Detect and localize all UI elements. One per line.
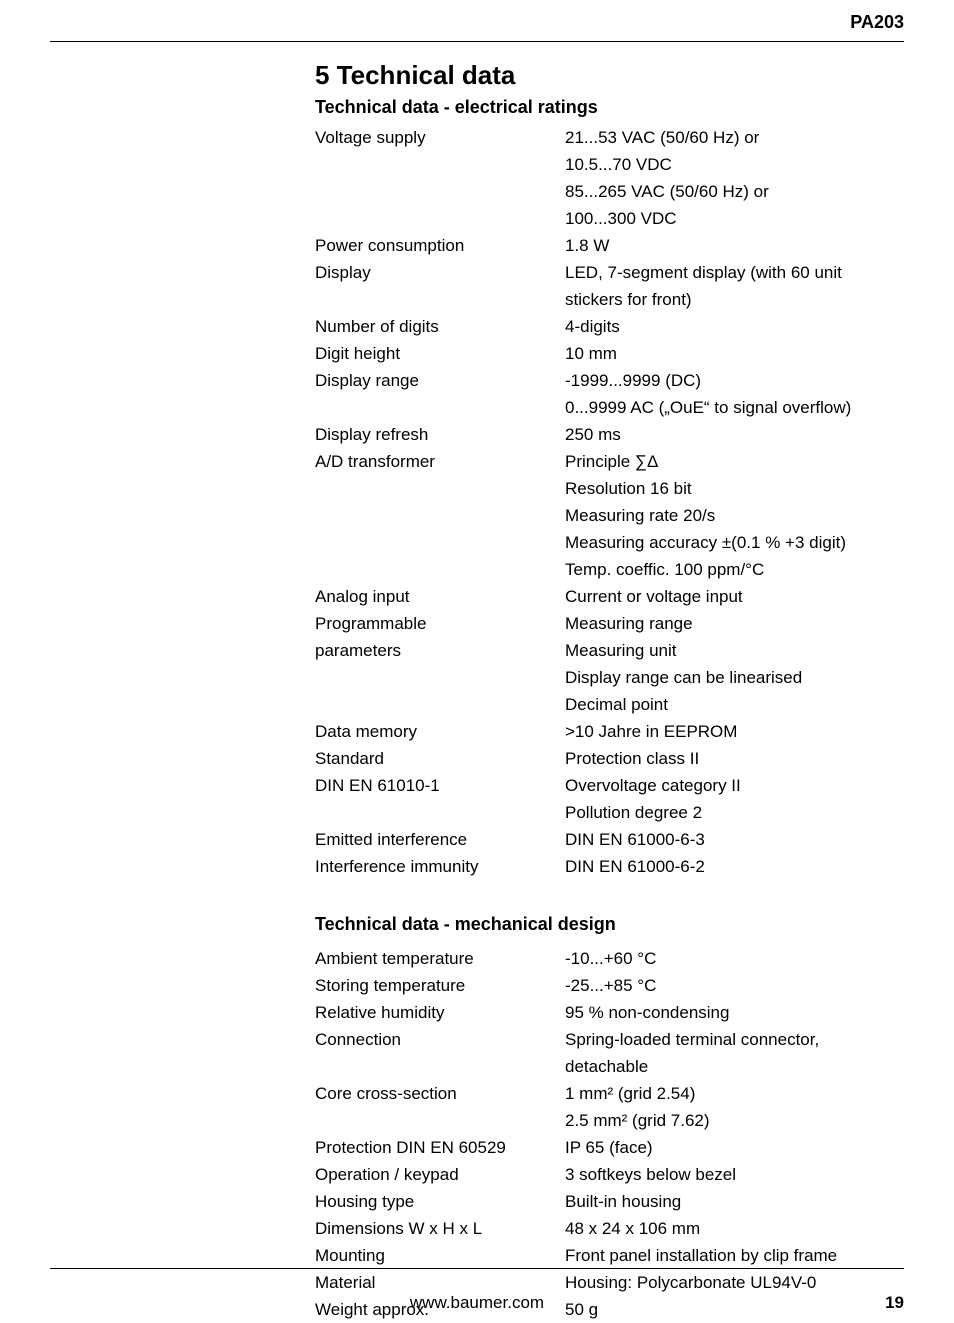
row-label: Interference immunity <box>315 853 565 880</box>
row-value: 1.8 W <box>565 232 904 259</box>
table-row: Relative humidity95 % non-condensing <box>315 999 904 1026</box>
row-value: 95 % non-condensing <box>565 999 904 1026</box>
row-value: -10...+60 °C <box>565 945 904 972</box>
row-label: A/D transformer <box>315 448 565 475</box>
row-value: -1999...9999 (DC)0...9999 AC („OuE“ to s… <box>565 367 904 421</box>
row-value: Protection class IIOvervoltage category … <box>565 745 904 826</box>
row-label: Relative humidity <box>315 999 565 1026</box>
table-row: Interference immunityDIN EN 61000-6-2 <box>315 853 904 880</box>
row-value: 4-digits <box>565 313 904 340</box>
table-row: Voltage supply21...53 VAC (50/60 Hz) or1… <box>315 124 904 232</box>
row-value: 48 x 24 x 106 mm <box>565 1215 904 1242</box>
table-row: Power consumption1.8 W <box>315 232 904 259</box>
table-row: Ambient temperature-10...+60 °C <box>315 945 904 972</box>
table-row: Digit height10 mm <box>315 340 904 367</box>
table-row: Analog inputCurrent or voltage input <box>315 583 904 610</box>
table-row: Emitted interferenceDIN EN 61000-6-3 <box>315 826 904 853</box>
row-value: 3 softkeys below bezel <box>565 1161 904 1188</box>
row-label: Storing temperature <box>315 972 565 999</box>
row-label: Core cross-section <box>315 1080 565 1107</box>
electrical-table: Voltage supply21...53 VAC (50/60 Hz) or1… <box>315 124 904 880</box>
table-row: Display refresh250 ms <box>315 421 904 448</box>
table-row: Protection DIN EN 60529IP 65 (face) <box>315 1134 904 1161</box>
table-row: Housing typeBuilt-in housing <box>315 1188 904 1215</box>
row-value: Principle ∑ΔResolution 16 bitMeasuring r… <box>565 448 904 583</box>
row-label: Emitted interference <box>315 826 565 853</box>
footer-url: www.baumer.com <box>50 1293 904 1313</box>
page: PA203 5 Technical data Technical data - … <box>0 0 954 1321</box>
table-row: Operation / keypad3 softkeys below bezel <box>315 1161 904 1188</box>
row-label: Power consumption <box>315 232 565 259</box>
row-value: Housing: Polycarbonate UL94V-0 <box>565 1269 904 1296</box>
row-label: Material <box>315 1269 565 1296</box>
section-title: 5 Technical data <box>315 60 904 91</box>
table-row: ProgrammableparametersMeasuring rangeMea… <box>315 610 904 718</box>
table-row: StandardDIN EN 61010-1Protection class I… <box>315 745 904 826</box>
footer-page-number: 19 <box>885 1293 904 1313</box>
row-label: StandardDIN EN 61010-1 <box>315 745 565 799</box>
row-value: Spring-loaded terminal connector, detach… <box>565 1026 904 1080</box>
table-row: ConnectionSpring-loaded terminal connect… <box>315 1026 904 1080</box>
row-value: 250 ms <box>565 421 904 448</box>
row-label: Programmableparameters <box>315 610 565 664</box>
row-label: Voltage supply <box>315 124 565 151</box>
footer-rule <box>50 1268 904 1269</box>
header-bar: PA203 <box>50 12 904 42</box>
row-value: 10 mm <box>565 340 904 367</box>
row-label: Operation / keypad <box>315 1161 565 1188</box>
table-row: Dimensions W x H x L48 x 24 x 106 mm <box>315 1215 904 1242</box>
table-row: Number of digits4-digits <box>315 313 904 340</box>
row-value: Front panel installation by clip frame <box>565 1242 904 1269</box>
row-value: 1 mm² (grid 2.54)2.5 mm² (grid 7.62) <box>565 1080 904 1134</box>
row-label: Mounting <box>315 1242 565 1269</box>
row-value: DIN EN 61000-6-2 <box>565 853 904 880</box>
table-row: MountingFront panel installation by clip… <box>315 1242 904 1269</box>
table-row: Core cross-section1 mm² (grid 2.54)2.5 m… <box>315 1080 904 1134</box>
table-row: A/D transformerPrinciple ∑ΔResolution 16… <box>315 448 904 583</box>
row-label: Ambient temperature <box>315 945 565 972</box>
row-label: Display refresh <box>315 421 565 448</box>
row-value: DIN EN 61000-6-3 <box>565 826 904 853</box>
row-value: -25...+85 °C <box>565 972 904 999</box>
row-value: Measuring rangeMeasuring unitDisplay ran… <box>565 610 904 718</box>
row-label: Housing type <box>315 1188 565 1215</box>
table-row: Data memory>10 Jahre in EEPROM <box>315 718 904 745</box>
mechanical-table: Ambient temperature-10...+60 °CStoring t… <box>315 945 904 1323</box>
row-value: 21...53 VAC (50/60 Hz) or10.5...70 VDC85… <box>565 124 904 232</box>
electrical-subheading: Technical data - electrical ratings <box>315 97 904 118</box>
row-value: IP 65 (face) <box>565 1134 904 1161</box>
row-value: Current or voltage input <box>565 583 904 610</box>
row-value: LED, 7-segment display (with 60 unit sti… <box>565 259 904 313</box>
row-value: >10 Jahre in EEPROM <box>565 718 904 745</box>
row-label: Number of digits <box>315 313 565 340</box>
content-area: 5 Technical data Technical data - electr… <box>315 60 904 1323</box>
mechanical-subheading: Technical data - mechanical design <box>315 914 904 935</box>
row-label: Analog input <box>315 583 565 610</box>
table-row: Storing temperature-25...+85 °C <box>315 972 904 999</box>
row-value: Built-in housing <box>565 1188 904 1215</box>
model-label: PA203 <box>850 12 904 33</box>
row-label: Connection <box>315 1026 565 1053</box>
row-label: Protection DIN EN 60529 <box>315 1134 565 1161</box>
table-row: DisplayLED, 7-segment display (with 60 u… <box>315 259 904 313</box>
row-label: Digit height <box>315 340 565 367</box>
row-label: Display range <box>315 367 565 394</box>
table-row: MaterialHousing: Polycarbonate UL94V-0 <box>315 1269 904 1296</box>
row-label: Display <box>315 259 565 286</box>
table-row: Display range-1999...9999 (DC)0...9999 A… <box>315 367 904 421</box>
row-label: Data memory <box>315 718 565 745</box>
row-label: Dimensions W x H x L <box>315 1215 565 1242</box>
